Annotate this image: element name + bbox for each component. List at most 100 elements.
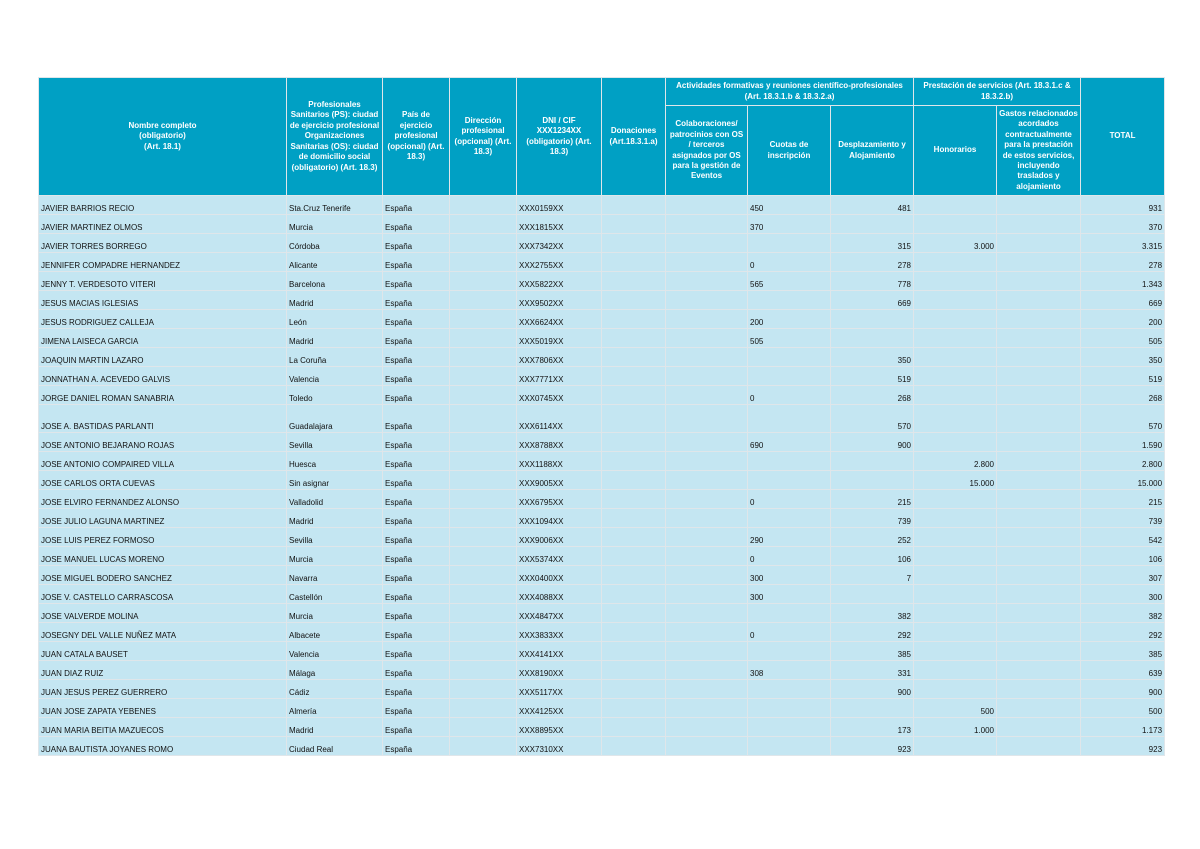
cell-total: 923 <box>1080 736 1166 756</box>
cell-total: 382 <box>1080 603 1166 623</box>
cell-direccion <box>449 290 517 310</box>
cell-dni: XXX0745XX <box>516 385 602 405</box>
cell-desplazamiento <box>829 214 915 234</box>
cell-ciudad: León <box>286 309 383 329</box>
cell-pais: España <box>382 679 450 699</box>
cell-total: 1.173 <box>1080 717 1166 737</box>
cell-desplazamiento: 7 <box>829 565 915 585</box>
cell-honorarios <box>913 736 998 756</box>
cell-dni: XXX1188XX <box>516 451 602 471</box>
cell-direccion <box>449 366 517 386</box>
cell-nombre: JONNATHAN A. ACEVEDO GALVIS <box>38 366 287 386</box>
cell-ciudad: Madrid <box>286 508 383 528</box>
cell-nombre: JOSE MIGUEL BODERO SANCHEZ <box>38 565 287 585</box>
cell-total: 307 <box>1080 565 1166 585</box>
table-row: JIMENA LAISECA GARCIA Madrid España XXX5019… <box>38 328 1166 348</box>
cell-desplazamiento: 669 <box>829 290 915 310</box>
cell-honorarios <box>913 489 998 509</box>
cell-honorarios <box>913 385 998 405</box>
cell-total: 931 <box>1080 195 1166 215</box>
cell-direccion <box>449 489 517 509</box>
cell-honorarios <box>913 565 998 585</box>
cell-dni: XXX8788XX <box>516 432 602 452</box>
cell-honorarios <box>913 328 998 348</box>
cell-dni: XXX6114XX <box>516 404 602 433</box>
cell-donaciones <box>601 489 666 509</box>
cell-direccion <box>449 271 517 291</box>
cell-honorarios <box>913 366 998 386</box>
cell-ciudad: Sin asignar <box>286 470 383 490</box>
cell-total: 900 <box>1080 679 1166 699</box>
cell-pais: España <box>382 432 450 452</box>
cell-honorarios <box>913 195 998 215</box>
cell-direccion <box>449 195 517 215</box>
cell-ciudad: Sevilla <box>286 432 383 452</box>
cell-ciudad: Guadalajara <box>286 404 383 433</box>
cell-gastos <box>996 451 1082 471</box>
cell-desplazamiento: 292 <box>829 622 915 642</box>
cell-pais: España <box>382 603 450 623</box>
table-row: JOSE JULIO LAGUNA MARTINEZ Madrid España XX… <box>38 508 1166 528</box>
cell-direccion <box>449 252 517 272</box>
cell-donaciones <box>601 470 666 490</box>
cell-pais: España <box>382 385 450 405</box>
col-cuotas: Cuotas de inscripción <box>747 105 831 196</box>
table-row: JOSE A. BASTIDAS PARLANTI Guadalajara Espa… <box>38 404 1166 433</box>
cell-pais: España <box>382 366 450 386</box>
cell-pais: España <box>382 565 450 585</box>
cell-total: 200 <box>1080 309 1166 329</box>
cell-donaciones <box>601 641 666 661</box>
cell-total: 268 <box>1080 385 1166 405</box>
cell-desplazamiento: 385 <box>829 641 915 661</box>
cell-desplazamiento <box>829 328 915 348</box>
cell-nombre: JAVIER BARRIOS RECIO <box>38 195 287 215</box>
cell-total: 500 <box>1080 698 1166 718</box>
table-row: JOSE ELVIRO FERNANDEZ ALONSO Valladolid Es… <box>38 489 1166 509</box>
cell-desplazamiento <box>829 451 915 471</box>
cell-colaboraciones <box>665 508 748 528</box>
cell-donaciones <box>601 214 666 234</box>
cell-gastos <box>996 385 1082 405</box>
cell-colaboraciones <box>665 527 748 547</box>
cell-ciudad: Alicante <box>286 252 383 272</box>
cell-ciudad: Toledo <box>286 385 383 405</box>
cell-honorarios <box>913 290 998 310</box>
col-pais: País de ejercicio profesional (opcional)… <box>382 77 450 196</box>
cell-cuotas: 0 <box>747 622 831 642</box>
cell-desplazamiento: 900 <box>829 679 915 699</box>
cell-total: 519 <box>1080 366 1166 386</box>
cell-dni: XXX8895XX <box>516 717 602 737</box>
cell-ciudad: Sta.Cruz Tenerife <box>286 195 383 215</box>
cell-colaboraciones <box>665 309 748 329</box>
cell-pais: España <box>382 717 450 737</box>
cell-honorarios: 1.000 <box>913 717 998 737</box>
table-row: JOSE VALVERDE MOLINA Murcia España XXX4847X… <box>38 603 1166 623</box>
table-row: JOSE LUIS PEREZ FORMOSO Sevilla España XXX9… <box>38 527 1166 547</box>
cell-colaboraciones <box>665 214 748 234</box>
cell-total: 542 <box>1080 527 1166 547</box>
cell-gastos <box>996 328 1082 348</box>
cell-cuotas: 0 <box>747 385 831 405</box>
cell-colaboraciones <box>665 489 748 509</box>
cell-cuotas <box>747 290 831 310</box>
cell-gastos <box>996 641 1082 661</box>
cell-direccion <box>449 603 517 623</box>
cell-nombre: JENNIFER COMPADRE HERNANDEZ <box>38 252 287 272</box>
cell-gastos <box>996 603 1082 623</box>
cell-colaboraciones <box>665 717 748 737</box>
cell-gastos <box>996 233 1082 253</box>
cell-dni: XXX4141XX <box>516 641 602 661</box>
col-desplazamiento: Desplazamiento y Alojamiento <box>829 105 915 196</box>
cell-cuotas <box>747 366 831 386</box>
cell-colaboraciones <box>665 385 748 405</box>
cell-dni: XXX4847XX <box>516 603 602 623</box>
cell-desplazamiento: 382 <box>829 603 915 623</box>
cell-honorarios <box>913 603 998 623</box>
cell-cuotas <box>747 717 831 737</box>
cell-pais: España <box>382 508 450 528</box>
col-colaboraciones: Colaboraciones/ patrocinios con OS / ter… <box>665 105 748 196</box>
cell-donaciones <box>601 309 666 329</box>
cell-cuotas: 300 <box>747 584 831 604</box>
cell-donaciones <box>601 290 666 310</box>
cell-ciudad: Navarra <box>286 565 383 585</box>
